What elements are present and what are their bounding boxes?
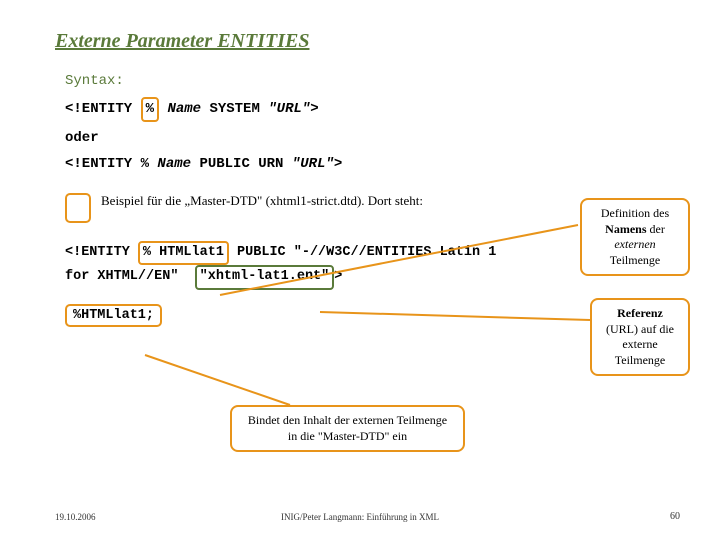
code2-public: PUBLIC URN [199, 156, 283, 172]
title-part2: Parameter ENTITIES [121, 30, 310, 52]
ex-url-highlight: "xhtml-lat1.ent" [195, 265, 335, 289]
c1-l4: externen [614, 237, 655, 251]
code-line-1: <!ENTITY % Name SYSTEM "URL"> [65, 97, 665, 122]
ex-l1b: PUBLIC "-//W3C//ENTITIES Latin 1 [237, 245, 496, 260]
ex-name-highlight: % HTMLlat1 [138, 241, 229, 265]
c1-l3: der [647, 222, 665, 236]
footer-center: INIG/Peter Langmann: Einführung in XML [281, 512, 439, 522]
code-system: SYSTEM [209, 101, 259, 117]
beispiel-text: Beispiel für die „Master-DTD" (xhtml1-st… [101, 193, 423, 210]
slide-title: Externe Parameter ENTITIES [55, 30, 665, 53]
c2-l2: (URL) auf die externe Teilmenge [606, 322, 674, 367]
c1-l1: Definition des [601, 206, 669, 220]
callout-definition: Definition des Namens der externen Teilm… [580, 198, 690, 276]
c1-l5: Teilmenge [610, 253, 660, 267]
code-url: "URL" [268, 101, 310, 117]
ref-text: %HTMLlat1 [73, 308, 146, 323]
reference-box: %HTMLlat1; [65, 304, 162, 327]
beispiel-row: Beispiel für die „Master-DTD" (xhtml1-st… [65, 193, 665, 223]
example-code: <!ENTITY % HTMLlat1 PUBLIC "-//W3C//ENTI… [65, 241, 665, 290]
code2-entity: <!ENTITY % [65, 156, 149, 172]
syntax-label: Syntax: [65, 73, 665, 89]
ref-semi: ; [146, 308, 154, 323]
code-entity: <!ENTITY [65, 101, 132, 117]
c3-text: Bindet den Inhalt der externen Teilmenge… [248, 413, 447, 443]
code2-name: Name [157, 156, 191, 172]
title-part1: Externe [55, 30, 121, 52]
code2-close: > [334, 156, 342, 172]
c2-l1: Referenz [617, 306, 663, 320]
callout-referenz: Referenz (URL) auf die externe Teilmenge [590, 298, 690, 376]
ex-l2a: for XHTML//EN" [65, 269, 178, 284]
oder-label: oder [65, 130, 665, 146]
c1-l2: Namens [605, 222, 646, 236]
footer-date: 19.10.2006 [55, 512, 96, 522]
callout-bindet: Bindet den Inhalt der externen Teilmenge… [230, 405, 465, 452]
code2-url: "URL" [292, 156, 334, 172]
code-name: Name [167, 101, 201, 117]
small-orange-box [65, 193, 91, 223]
footer-page: 60 [670, 511, 680, 522]
slide: Externe Parameter ENTITIES Syntax: <!ENT… [0, 0, 720, 540]
code-line-2: <!ENTITY % Name PUBLIC URN "URL"> [65, 154, 665, 175]
ex-l1a: <!ENTITY [65, 245, 130, 260]
percent-highlight: % [141, 97, 159, 122]
code-close: > [310, 101, 318, 117]
ex-l2b: > [334, 269, 342, 284]
